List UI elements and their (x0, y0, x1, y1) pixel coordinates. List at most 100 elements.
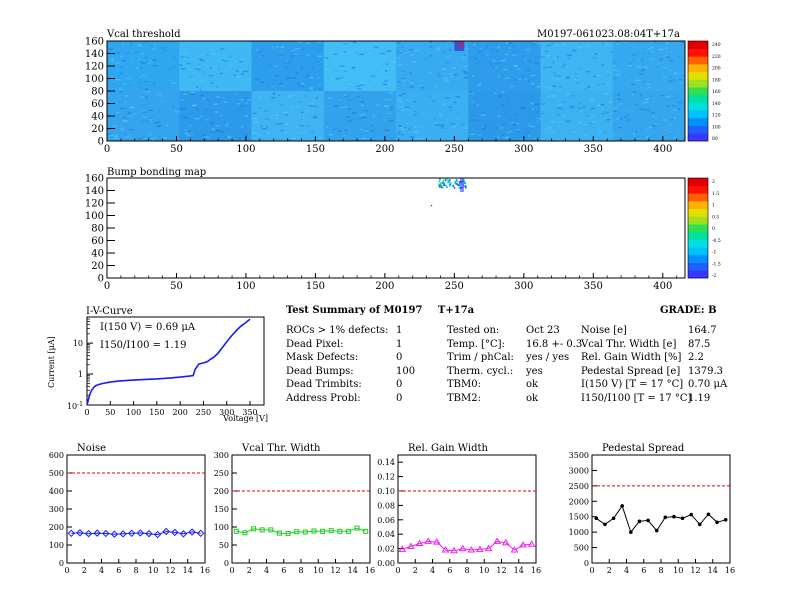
pixel-noise (181, 68, 186, 70)
pixel-noise (648, 126, 653, 129)
pixel-noise (114, 135, 119, 138)
pixel-noise (359, 53, 364, 56)
pixel-noise (282, 129, 286, 132)
pixel-noise (574, 73, 578, 75)
pixel-noise (256, 48, 259, 51)
roc-y-tick-label: 200 (49, 523, 64, 532)
colorbar-segment (688, 224, 708, 229)
pixel-noise (651, 115, 655, 118)
pixel-noise (238, 137, 242, 140)
pixel-noise (125, 52, 130, 54)
pixel-noise (271, 46, 275, 49)
pixel-noise (463, 48, 467, 51)
pixel-noise (673, 79, 677, 81)
pixel-noise (635, 130, 638, 133)
dead-bump (443, 184, 446, 187)
pixel-noise (453, 73, 458, 76)
pixel-noise (254, 118, 257, 120)
pixel-noise (379, 76, 385, 78)
dead-bump (464, 186, 467, 189)
pixel-noise (501, 91, 505, 93)
pixel-noise (420, 86, 425, 89)
roc-x-tick-label: 0 (229, 566, 234, 575)
pixel-noise (665, 42, 669, 44)
roc-point (242, 530, 248, 536)
x-tick-label: 150 (306, 144, 325, 155)
dead-bump (464, 182, 467, 184)
pixel-noise (392, 61, 398, 64)
pixel-noise (506, 136, 510, 138)
roc-tile (179, 91, 252, 142)
pixel-noise (398, 51, 403, 54)
iv-x-tick-label: 300 (219, 408, 234, 417)
pixel-noise (397, 110, 401, 113)
pixel-noise (135, 134, 138, 137)
pixel-noise (655, 66, 661, 68)
pixel-noise (531, 108, 535, 111)
pixel-noise (279, 122, 284, 125)
pixel-noise (152, 48, 157, 50)
iv-x-tick-label: 50 (105, 408, 115, 417)
pixel-noise (497, 75, 501, 78)
pixel-noise (640, 94, 643, 97)
pixel-noise (344, 95, 349, 98)
pixel-noise (565, 94, 570, 97)
pixel-noise (673, 117, 677, 119)
pixel-noise (123, 83, 127, 85)
pixel-noise (646, 83, 651, 85)
pixel-noise (586, 44, 591, 47)
y-tick-label: 0 (98, 274, 104, 285)
pixel-noise (161, 47, 165, 50)
summary-value: 0 (396, 379, 403, 391)
pixel-noise (338, 98, 342, 101)
pixel-noise (290, 55, 295, 57)
pixel-noise (244, 102, 249, 104)
pixel-noise (478, 134, 481, 136)
x-tick-label: 250 (445, 281, 464, 292)
pixel-noise (207, 100, 210, 102)
roc-point (476, 545, 484, 552)
pixel-noise (571, 134, 575, 137)
colorbar-segment (688, 251, 708, 256)
colorbar-label: 0.5 (712, 214, 719, 220)
pixel-noise (309, 86, 313, 89)
pixel-noise (406, 82, 410, 85)
pixel-noise (673, 136, 678, 139)
bump-bonding-panel: Bump bonding map 0 50 100 150 200 250 300 350 40… (85, 167, 721, 292)
pixel-noise (619, 102, 622, 105)
roc-point (398, 545, 407, 552)
summary-label: TBM0: (447, 379, 481, 391)
pixel-noise (627, 114, 630, 116)
pixel-noise (326, 135, 331, 137)
pixel-noise (186, 134, 191, 137)
pixel-noise (591, 115, 595, 117)
roc-x-tick-label: 0 (589, 566, 594, 575)
pixel-noise (378, 93, 381, 95)
pixel-noise (664, 47, 668, 49)
pixel-noise (205, 85, 210, 87)
pixel-noise (409, 126, 414, 128)
pixel-noise (171, 106, 175, 108)
colorbar-frame (687, 40, 709, 142)
roc-x-tick-label: 14 (348, 566, 358, 575)
pixel-noise (150, 45, 154, 47)
dead-bump (440, 186, 443, 189)
roc-point (171, 528, 179, 537)
pixel-noise (502, 68, 508, 71)
pixel-noise (152, 64, 158, 67)
pixel-noise (268, 64, 271, 66)
pixel-noise (214, 96, 220, 98)
pixel-noise (297, 41, 301, 43)
pixel-noise (489, 63, 493, 66)
pixel-noise (668, 69, 673, 71)
pixel-noise (299, 101, 303, 103)
pixel-noise (666, 105, 670, 107)
roc-y-tick-label: 3000 (569, 466, 589, 475)
roc-x-tick-label: 16 (365, 566, 375, 575)
pixel-noise (604, 42, 608, 44)
pixel-noise (512, 119, 517, 122)
pixel-noise (597, 84, 600, 86)
pixel-noise (108, 48, 113, 50)
colorbar-segment (688, 239, 708, 244)
pixel-noise (665, 54, 668, 57)
